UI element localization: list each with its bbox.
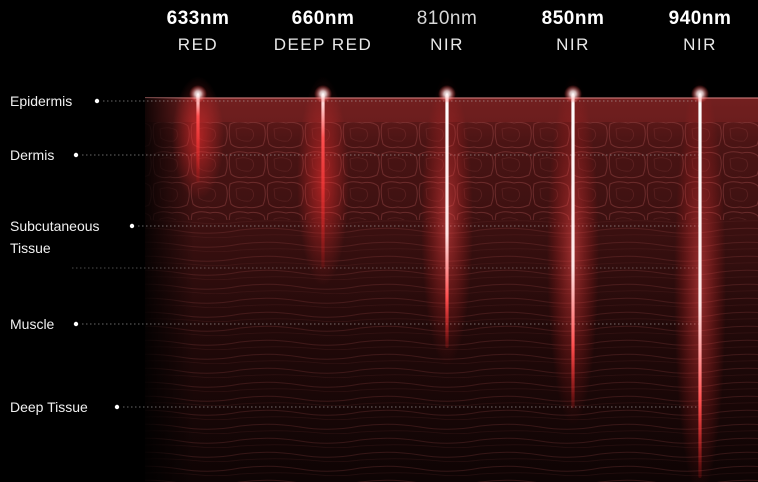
beam-line	[571, 94, 575, 408]
layer-label-epidermis: Epidermis	[10, 90, 72, 112]
beam-source-dot	[189, 85, 207, 103]
wavelength-value: 940nm	[668, 8, 732, 29]
layer-dot	[114, 404, 120, 410]
layer-label-subcutaneous: Subcutaneous Tissue	[10, 215, 100, 259]
beam-source-dot	[438, 85, 456, 103]
beam-source-dot	[691, 85, 709, 103]
layer-dot	[73, 321, 79, 327]
wavelength-value: 810nm	[416, 8, 478, 29]
beam-810nm	[421, 76, 473, 366]
layer-name-line2: Tissue	[10, 240, 51, 256]
layer-dot	[129, 223, 135, 229]
layer-dot	[73, 152, 79, 158]
layer-name: Muscle	[10, 316, 55, 332]
layer-name: Subcutaneous	[10, 218, 100, 234]
wavelength-band: RED	[177, 35, 219, 54]
beam-line	[321, 94, 325, 268]
layer-guides	[72, 98, 700, 410]
wavelength-band: NIR	[556, 35, 590, 54]
beam-850nm	[547, 76, 599, 426]
layer-name: Deep Tissue	[10, 399, 88, 415]
wavelength-value: 850nm	[541, 8, 605, 29]
wavelength-header-850nm: 850nm NIR	[513, 6, 633, 58]
beam-940nm	[674, 76, 726, 482]
beam-633nm	[172, 76, 224, 200]
layer-name: Epidermis	[10, 93, 73, 109]
wavelength-header-633nm: 633nm RED	[138, 6, 258, 58]
wavelength-header-940nm: 940nm NIR	[640, 6, 758, 58]
beam-source-dot	[564, 85, 582, 103]
layer-label-dermis: Dermis	[10, 144, 54, 166]
wavelength-band: NIR	[683, 35, 717, 54]
light-beams	[172, 76, 726, 482]
wavelength-header-660nm: 660nm DEEP RED	[263, 6, 383, 58]
wavelength-header-810nm: 810nm NIR	[387, 6, 507, 58]
beam-line	[698, 94, 702, 478]
layer-label-muscle: Muscle	[10, 313, 54, 335]
beam-line	[196, 94, 200, 182]
beam-line	[445, 94, 449, 348]
wavelength-band: NIR	[430, 35, 464, 54]
wavelength-value: 660nm	[291, 8, 355, 29]
wavelength-band: DEEP RED	[273, 35, 373, 54]
beam-source-dot	[314, 85, 332, 103]
layer-label-deep-tissue: Deep Tissue	[10, 396, 88, 418]
layer-name: Dermis	[10, 147, 55, 163]
layer-dot	[94, 98, 100, 104]
beam-660nm	[297, 76, 349, 286]
wavelength-value: 633nm	[166, 8, 230, 29]
